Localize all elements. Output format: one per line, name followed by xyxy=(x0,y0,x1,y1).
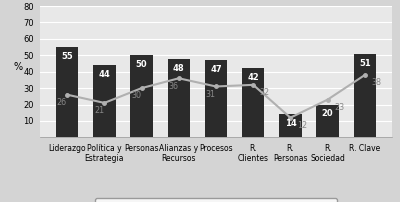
Bar xyxy=(205,60,227,137)
Bar xyxy=(130,55,153,137)
Bar xyxy=(93,65,116,137)
Text: 20: 20 xyxy=(322,109,334,118)
Bar xyxy=(354,54,376,137)
Text: 31: 31 xyxy=(206,90,216,99)
Text: 36: 36 xyxy=(168,82,178,90)
Text: 44: 44 xyxy=(98,70,110,79)
Bar xyxy=(279,114,302,137)
Text: 55: 55 xyxy=(61,52,73,61)
Text: 42: 42 xyxy=(247,73,259,82)
Text: 47: 47 xyxy=(210,65,222,74)
Y-axis label: %: % xyxy=(13,62,22,72)
Bar xyxy=(316,105,339,137)
Text: 26: 26 xyxy=(57,98,67,107)
Text: 38: 38 xyxy=(372,78,382,87)
Text: 21: 21 xyxy=(94,106,104,115)
Text: 14: 14 xyxy=(284,119,296,128)
Text: 30: 30 xyxy=(131,91,141,100)
Text: 48: 48 xyxy=(173,63,185,73)
Text: 51: 51 xyxy=(359,59,371,68)
Bar xyxy=(242,68,264,137)
Text: 12: 12 xyxy=(297,121,307,130)
Text: 23: 23 xyxy=(334,103,344,112)
Text: 32: 32 xyxy=(260,88,270,97)
Text: 50: 50 xyxy=(136,60,147,69)
Bar xyxy=(56,47,78,137)
Legend: Resultados EFQM 2007, Resultados EFQM 2005: Resultados EFQM 2007, Resultados EFQM 20… xyxy=(95,198,337,202)
Bar xyxy=(168,59,190,137)
